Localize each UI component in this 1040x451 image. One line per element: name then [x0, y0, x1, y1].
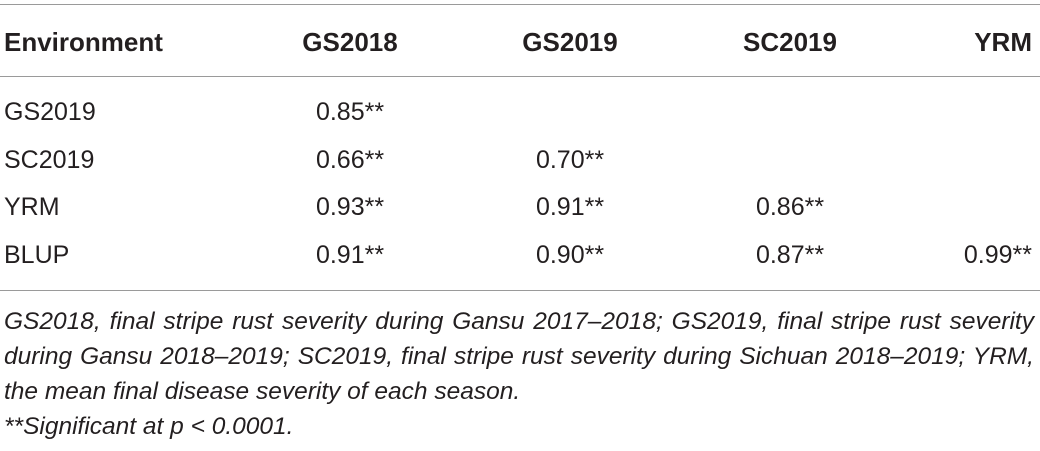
cell-value: 0.86** [755, 193, 825, 221]
header-cell: GS2018 [302, 27, 398, 57]
cell-value: 0.85** [315, 98, 385, 126]
footnote-significance: **Significant at p < 0.0001. [4, 413, 294, 440]
cell-value: 0.93** [315, 193, 385, 221]
row-label: YRM [4, 193, 60, 221]
row-label: GS2019 [4, 98, 96, 126]
cell-value: 0.87** [755, 240, 825, 269]
header-cell: Environment [4, 27, 163, 57]
row-label: SC2019 [4, 145, 95, 174]
cell-value: 0.90** [535, 240, 605, 269]
header-cell: YRM [974, 27, 1032, 57]
cell-value: 0.91** [535, 193, 605, 221]
cell-value: 0.99** [963, 240, 1032, 269]
footnote-note: GS2018, final stripe rust severity durin… [4, 308, 1034, 405]
cell-value: 0.66** [315, 145, 385, 174]
header-cell: SC2019 [743, 27, 837, 57]
top-rule [0, 4, 1040, 5]
cell-value: 0.91** [315, 240, 385, 269]
bottom-rule [0, 290, 1040, 291]
row-label: BLUP [4, 240, 70, 269]
cell-value: 0.70** [535, 145, 605, 174]
footnote: GS2018, final stripe rust severity durin… [4, 304, 1034, 444]
header-cell: GS2019 [522, 27, 618, 57]
header-rule [0, 76, 1040, 77]
